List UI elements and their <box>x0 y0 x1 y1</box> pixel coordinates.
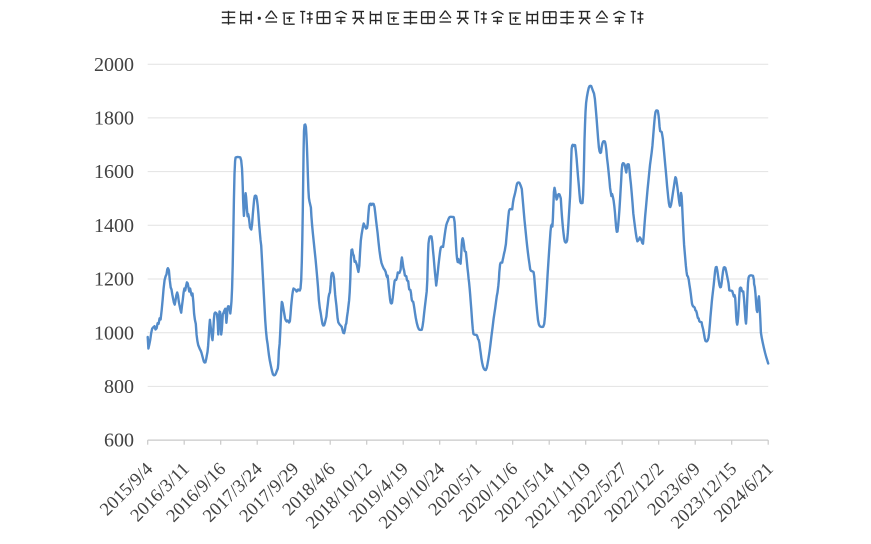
svg-text:800: 800 <box>104 376 134 398</box>
svg-text:600: 600 <box>104 430 134 452</box>
svg-text:1200: 1200 <box>94 269 134 291</box>
svg-text:1000: 1000 <box>94 322 134 344</box>
svg-text:2000: 2000 <box>94 54 134 76</box>
svg-text:1600: 1600 <box>94 161 134 183</box>
svg-text:1400: 1400 <box>94 215 134 237</box>
svg-text:1800: 1800 <box>94 108 134 130</box>
